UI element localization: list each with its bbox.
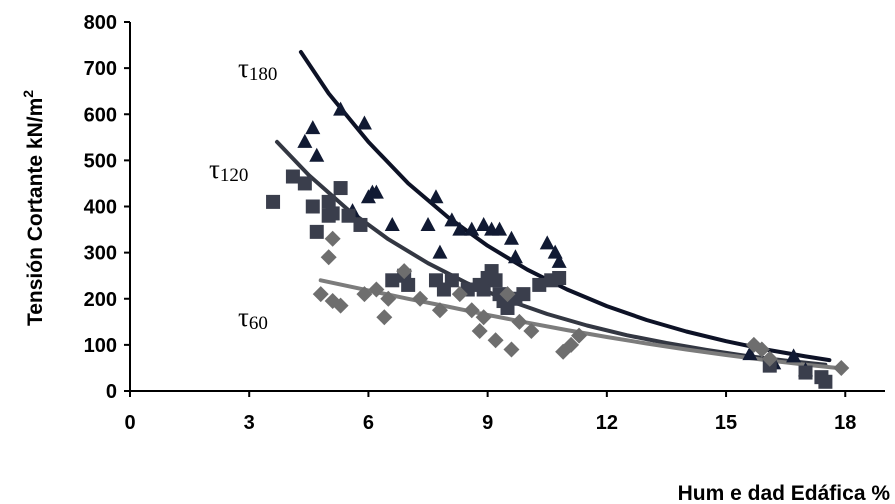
data-point-diamond [475, 309, 492, 326]
data-point-diamond [368, 281, 385, 298]
data-point-diamond [487, 332, 504, 349]
data-point-triangle [539, 235, 555, 250]
x-tick-label: 6 [363, 412, 374, 434]
data-point-square [552, 270, 567, 285]
data-point-square [341, 208, 356, 223]
data-point-diamond [376, 309, 393, 326]
data-point-triangle [428, 189, 444, 204]
data-point-square [305, 199, 320, 214]
data-point-diamond [563, 336, 580, 353]
data-point-diamond [324, 230, 341, 247]
data-point-diamond [356, 286, 373, 303]
data-point-triangle [503, 230, 519, 245]
data-point-triangle [476, 216, 492, 231]
data-point-diamond [503, 341, 520, 358]
data-point-triangle [464, 221, 480, 236]
data-point-diamond [471, 323, 488, 340]
data-point-diamond [833, 359, 850, 376]
y-tick-label: 500 [84, 150, 117, 172]
data-point-diamond [463, 302, 480, 319]
data-point-square [488, 273, 503, 288]
data-point-triangle [551, 253, 567, 268]
data-point-diamond [431, 302, 448, 319]
data-point-triangle [492, 221, 508, 236]
x-tick-label: 12 [596, 412, 618, 434]
data-point-triangle [786, 348, 802, 363]
trend-lines [275, 50, 844, 371]
data-point-diamond [761, 350, 778, 367]
data-point-triangle [420, 216, 436, 231]
data-point-square [444, 273, 459, 288]
data-point-square [321, 194, 336, 209]
data-point-square [385, 273, 400, 288]
data-point-triangle [309, 147, 325, 162]
data-point-diamond [523, 323, 540, 340]
data-point-diamond [753, 341, 770, 358]
data-point-square [516, 287, 531, 302]
data-point-square [285, 169, 300, 184]
y-tick-label: 700 [84, 58, 117, 80]
data-point-triangle [368, 184, 384, 199]
y-tick-label: 300 [84, 243, 117, 265]
data-point-triangle [384, 216, 400, 231]
data-point-diamond [380, 290, 397, 307]
x-tick-label: 3 [244, 412, 255, 434]
data-point-triangle [742, 346, 758, 361]
data-point-square [297, 176, 312, 191]
data-point-triangle [444, 212, 460, 227]
data-point-square [818, 374, 833, 389]
data-point-square [353, 217, 368, 232]
y-tick-label: 800 [84, 12, 117, 34]
data-point-triangle [432, 244, 448, 259]
data-point-triangle [452, 221, 468, 236]
data-point-square [333, 181, 348, 196]
markers [266, 101, 850, 389]
data-point-diamond [312, 286, 329, 303]
series-label-tau120: τ120 [209, 154, 248, 186]
data-point-diamond [320, 249, 337, 266]
data-point-diamond [396, 263, 413, 280]
y-tick-label: 100 [84, 335, 117, 357]
data-point-diamond [451, 286, 468, 303]
y-ticks: 0 100 200 300 400 500 600 700 800 [84, 12, 130, 403]
x-tick-label: 9 [482, 412, 493, 434]
data-point-triangle [356, 115, 372, 130]
data-point-triangle [507, 249, 523, 264]
data-point-square [309, 224, 324, 239]
data-point-diamond [571, 327, 588, 344]
y-tick-label: 400 [84, 197, 117, 219]
data-point-square [266, 194, 281, 209]
data-point-triangle [297, 133, 313, 148]
data-point-diamond [511, 313, 528, 330]
series-label-tau180: τ180 [238, 53, 277, 85]
data-point-triangle [333, 101, 349, 116]
data-point-square [401, 277, 416, 292]
y-axis-title: Tensión Cortante kN/m2 [20, 90, 47, 326]
x-axis-title: Hum e dad Edáfica % [678, 482, 891, 504]
y-tick-label: 200 [84, 289, 117, 311]
data-point-triangle [305, 120, 321, 135]
data-point-diamond [412, 290, 429, 307]
series-label-tau60: τ60 [238, 302, 268, 334]
data-point-diamond [499, 286, 516, 303]
x-ticks: 0 3 6 9 12 15 18 [124, 391, 856, 434]
y-tick-label: 600 [84, 104, 117, 126]
y-tick-label: 0 [106, 381, 117, 403]
data-point-diamond [332, 297, 349, 314]
x-tick-label: 18 [834, 412, 856, 434]
data-point-square [532, 277, 547, 292]
data-point-square [325, 206, 340, 221]
x-tick-label: 15 [715, 412, 737, 434]
data-point-square [476, 282, 491, 297]
x-tick-label: 0 [124, 412, 135, 434]
data-point-square [798, 365, 813, 380]
